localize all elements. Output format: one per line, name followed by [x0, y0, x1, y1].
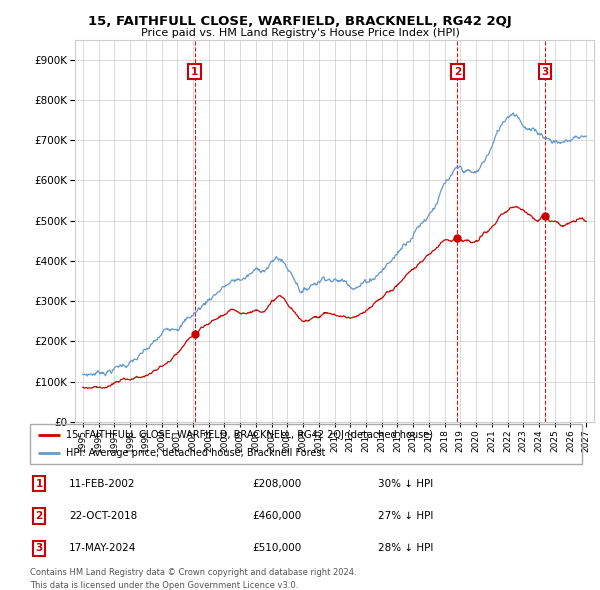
Text: 27% ↓ HPI: 27% ↓ HPI [378, 511, 433, 521]
Text: 3: 3 [35, 543, 43, 553]
Text: Price paid vs. HM Land Registry's House Price Index (HPI): Price paid vs. HM Land Registry's House … [140, 28, 460, 38]
Text: 30% ↓ HPI: 30% ↓ HPI [378, 478, 433, 489]
Text: 2: 2 [454, 67, 461, 77]
Text: 17-MAY-2024: 17-MAY-2024 [69, 543, 136, 553]
Text: Contains HM Land Registry data © Crown copyright and database right 2024.: Contains HM Land Registry data © Crown c… [30, 568, 356, 576]
Text: 3: 3 [541, 67, 548, 77]
Text: 11-FEB-2002: 11-FEB-2002 [69, 478, 136, 489]
Text: 1: 1 [191, 67, 199, 77]
Text: 1: 1 [35, 478, 43, 489]
Text: £208,000: £208,000 [252, 478, 301, 489]
Text: 15, FAITHFULL CLOSE, WARFIELD, BRACKNELL, RG42 2QJ: 15, FAITHFULL CLOSE, WARFIELD, BRACKNELL… [88, 15, 512, 28]
Text: £510,000: £510,000 [252, 543, 301, 553]
Text: HPI: Average price, detached house, Bracknell Forest: HPI: Average price, detached house, Brac… [66, 448, 325, 458]
Text: 22-OCT-2018: 22-OCT-2018 [69, 511, 137, 521]
Text: 2: 2 [35, 511, 43, 521]
Text: 15, FAITHFULL CLOSE, WARFIELD, BRACKNELL, RG42 2QJ (detached house): 15, FAITHFULL CLOSE, WARFIELD, BRACKNELL… [66, 430, 433, 440]
Text: £460,000: £460,000 [252, 511, 301, 521]
Text: 28% ↓ HPI: 28% ↓ HPI [378, 543, 433, 553]
Text: This data is licensed under the Open Government Licence v3.0.: This data is licensed under the Open Gov… [30, 581, 298, 589]
